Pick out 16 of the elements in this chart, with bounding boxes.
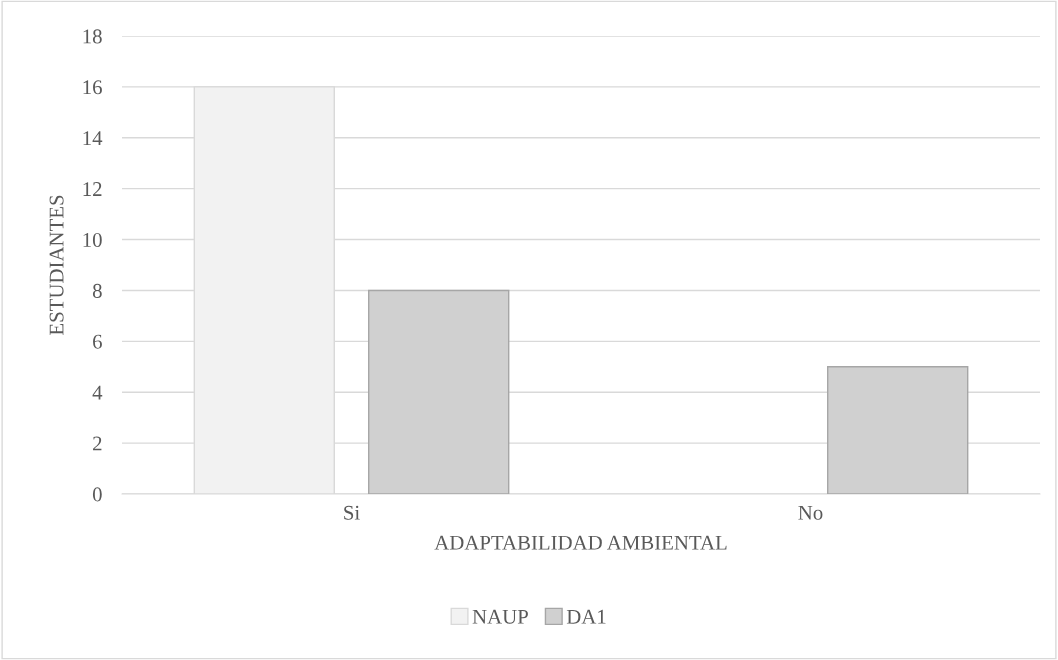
x-axis-title: ADAPTABILIDAD AMBIENTAL (434, 535, 727, 550)
y-tick-label: 6 (93, 334, 102, 349)
x-tick-label: Si (344, 505, 360, 520)
legend-label: NAUP (472, 609, 528, 624)
y-tick-label: 8 (92, 283, 102, 298)
x-tick-label: No (798, 505, 823, 520)
y-tick-label: 4 (92, 385, 103, 400)
y-tick-label: 10 (83, 232, 102, 247)
legend-label: DA1 (566, 609, 606, 624)
y-tick-label: 14 (83, 131, 103, 146)
y-tick-label: 0 (92, 487, 102, 502)
y-tick-label: 2 (93, 436, 102, 451)
y-tick-label: 12 (83, 182, 102, 196)
y-tick-label: 18 (83, 29, 102, 44)
y-axis-title: ESTUDIANTES (49, 195, 64, 335)
y-tick-label: 16 (83, 80, 102, 95)
